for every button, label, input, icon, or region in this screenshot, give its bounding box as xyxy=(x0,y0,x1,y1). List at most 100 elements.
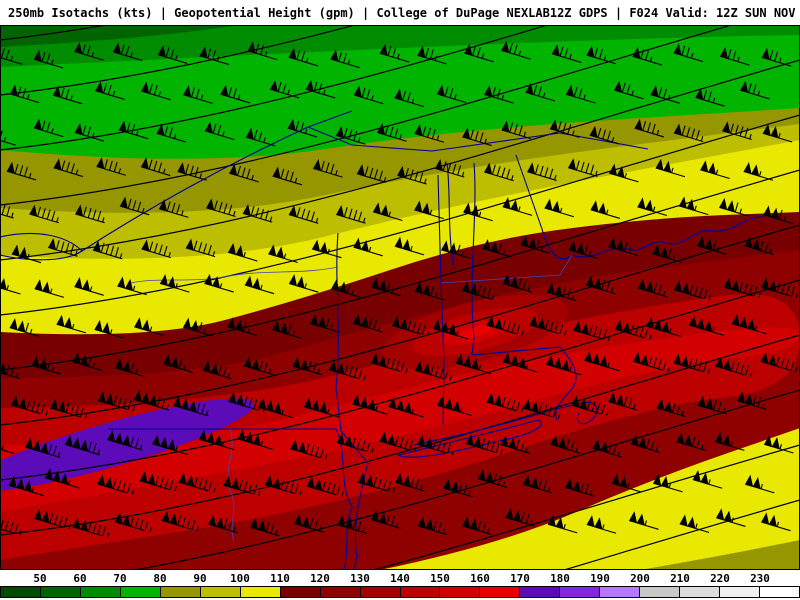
geography-line xyxy=(396,419,542,458)
geography-line xyxy=(129,266,339,284)
geography-line xyxy=(437,174,445,426)
wind-barb xyxy=(502,273,533,293)
wind-barb xyxy=(608,163,639,183)
isotach-fills xyxy=(0,25,800,570)
wind-barb xyxy=(394,472,425,492)
colorbar-cell xyxy=(1,587,41,597)
wind-barb xyxy=(177,162,207,181)
wind-barb xyxy=(161,511,199,532)
wind-barb xyxy=(0,362,21,380)
wind-barb xyxy=(11,244,42,264)
wind-barb xyxy=(56,314,87,334)
wind-barb xyxy=(486,392,524,413)
wind-barb xyxy=(655,158,686,178)
wind-barb xyxy=(608,392,638,411)
wind-barb xyxy=(545,354,582,376)
wind-barb xyxy=(269,79,300,99)
wind-barb xyxy=(183,85,213,104)
wind-barb xyxy=(549,119,580,138)
wind-barb xyxy=(335,125,366,145)
wind-barb xyxy=(331,279,361,298)
geography-line xyxy=(340,430,369,571)
wind-barb xyxy=(10,395,49,416)
wind-barb xyxy=(736,391,767,410)
wind-barbs xyxy=(0,40,799,538)
wind-barb xyxy=(673,280,712,301)
wind-barb xyxy=(462,127,492,147)
colorbar-cell xyxy=(280,587,321,597)
wind-barb xyxy=(678,196,709,216)
wind-barb xyxy=(159,273,190,293)
wind-barb xyxy=(465,434,503,455)
wind-barb xyxy=(652,244,682,263)
geography-line xyxy=(440,254,573,284)
wind-barb xyxy=(328,360,366,381)
wind-barb xyxy=(743,162,774,181)
wind-barb xyxy=(589,125,620,145)
wind-barb xyxy=(74,277,104,296)
geography-line xyxy=(335,428,353,571)
geography-line xyxy=(471,346,561,356)
wind-barb xyxy=(312,158,343,178)
wind-barb xyxy=(96,474,135,495)
wind-barb xyxy=(357,472,395,493)
wind-barb xyxy=(264,475,303,496)
geography-line xyxy=(227,428,235,542)
wind-barb xyxy=(227,317,257,337)
wind-barb xyxy=(525,82,556,102)
wind-barb xyxy=(394,88,424,108)
wind-barb xyxy=(546,282,577,302)
colorbar-cell xyxy=(760,587,800,597)
wind-barb xyxy=(500,435,530,454)
wind-barb xyxy=(590,200,621,219)
wind-barb xyxy=(679,514,710,534)
colorbar-tick-label: 230 xyxy=(750,572,770,585)
height-contour-line xyxy=(0,114,800,316)
wind-barb xyxy=(731,314,768,335)
wind-barb xyxy=(442,478,473,498)
colorbar-cell xyxy=(520,587,561,597)
colorbar-tick-label: 140 xyxy=(390,572,410,585)
wind-barb xyxy=(379,43,410,63)
wind-barb xyxy=(650,85,681,104)
wind-barb xyxy=(417,516,448,536)
wind-barb xyxy=(760,352,798,373)
run-valid-info: 12Z GDPS | F024 Valid: 12Z SUN NOV 09 20… xyxy=(549,5,800,20)
colorbar-tick-label: 100 xyxy=(230,572,250,585)
wind-barb xyxy=(645,316,682,338)
colorbar-tick-label: 120 xyxy=(310,572,330,585)
wind-barb xyxy=(336,433,374,454)
wind-barb xyxy=(74,204,105,224)
wind-barb xyxy=(0,278,21,295)
wind-barb xyxy=(700,160,730,179)
wind-barb xyxy=(152,434,188,455)
height-contour-line xyxy=(252,444,800,600)
wind-barb xyxy=(763,205,793,225)
wind-barb xyxy=(33,508,72,529)
wind-barb xyxy=(628,511,659,530)
wind-barb xyxy=(162,354,193,373)
colorbar-tick-label: 130 xyxy=(350,572,370,585)
wind-barb xyxy=(414,360,453,381)
wind-barb xyxy=(268,244,298,264)
colorbar-tick-label: 210 xyxy=(670,572,690,585)
wind-barb xyxy=(388,397,424,418)
wind-barb xyxy=(257,397,294,419)
wind-barb xyxy=(49,398,88,419)
colorbar-tick-label: 50 xyxy=(33,572,47,585)
wind-barb xyxy=(220,84,251,104)
colorbar-tick-label: 200 xyxy=(630,572,650,585)
wind-barb xyxy=(500,40,531,60)
wind-barb xyxy=(718,197,749,217)
wind-barb xyxy=(24,437,61,459)
geography-line xyxy=(81,110,353,252)
wind-barb xyxy=(272,320,302,339)
wind-barb xyxy=(585,275,616,295)
colorbar-tick-label: 90 xyxy=(193,572,207,585)
wind-barb xyxy=(608,237,638,256)
wind-barb xyxy=(372,202,403,222)
wind-barb xyxy=(567,158,598,177)
wind-barb xyxy=(303,397,340,418)
wind-barb xyxy=(112,42,143,62)
